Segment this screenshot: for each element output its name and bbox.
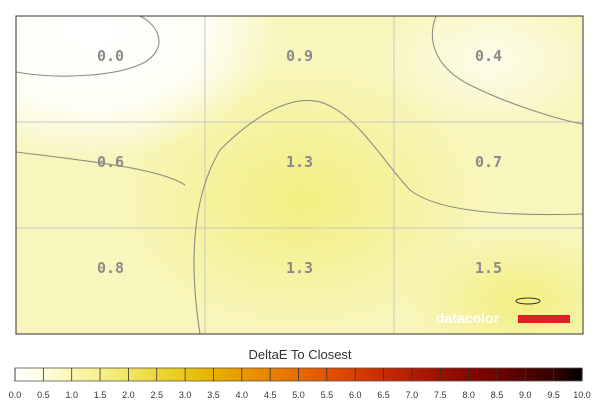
contour-line-top-left (16, 16, 160, 77)
cell-value-r1-c0: 0.6 (97, 153, 124, 171)
cell-value-r2-c0: 0.8 (97, 259, 124, 277)
colorbar-segment-9 (270, 368, 300, 381)
colorbar-tick-label-19: 9.5 (547, 390, 560, 400)
contour-line-top-right (431, 16, 583, 125)
colorbar-segment-19 (553, 368, 583, 381)
cell-value-r2-c1: 1.3 (286, 259, 313, 277)
colorbar-segment-0 (15, 368, 44, 381)
colorbar-tick-label-12: 6.0 (349, 390, 362, 400)
colorbar-tick-label-6: 3.0 (179, 390, 192, 400)
colorbar-segment-1 (43, 368, 73, 381)
colorbar-tick-label-10: 5.0 (292, 390, 305, 400)
contour-line-left-band (16, 151, 186, 186)
colorbar-segment-15 (440, 368, 470, 381)
colorbar-title: DeltaE To Closest (248, 347, 351, 362)
colorbar-segment-3 (100, 368, 129, 381)
colorbar-segment-4 (128, 368, 158, 381)
colorbar (14, 367, 583, 382)
colorbar-tick-label-3: 1.5 (94, 390, 107, 400)
colorbar-segment-11 (326, 368, 356, 381)
colorbar-tick-label-0: 0.0 (9, 390, 22, 400)
colorbar-segment-6 (185, 368, 215, 381)
contour-lines (16, 16, 583, 334)
colorbar-tick-label-9: 4.5 (264, 390, 277, 400)
plot-border (15, 15, 584, 335)
heatmap-white-zone (16, 16, 280, 160)
colorbar-tick-label-20: 10.0 (573, 390, 591, 400)
colorbar-segment-18 (525, 368, 555, 381)
datacolor-logo: datacolor (436, 297, 570, 326)
colorbar-segment-2 (71, 368, 101, 381)
logo-swoosh-icon (515, 297, 541, 305)
colorbar-tick-label-13: 6.5 (377, 390, 390, 400)
colorbar-segment-13 (383, 368, 413, 381)
colorbar-tick-label-7: 3.5 (207, 390, 220, 400)
heatmap-pale-zone (380, 16, 583, 130)
colorbar-tick-label-16: 8.0 (462, 390, 475, 400)
colorbar-segment-10 (298, 368, 328, 381)
colorbar-tick-label-2: 1.0 (65, 390, 78, 400)
grid-lines (16, 16, 583, 334)
cell-value-r1-c2: 0.7 (475, 153, 502, 171)
colorbar-segment-5 (156, 368, 186, 381)
colorbar-tick-label-5: 2.5 (150, 390, 163, 400)
colorbar-tick-label-8: 4.0 (236, 390, 249, 400)
logo-red-bar (518, 315, 570, 323)
logo-text: datacolor (436, 310, 500, 326)
colorbar-segment-8 (241, 368, 271, 381)
colorbar-tick-label-18: 9.0 (519, 390, 532, 400)
colorbar-segment-7 (213, 368, 243, 381)
cell-value-r2-c2: 1.5 (475, 259, 502, 277)
cell-value-r0-c2: 0.4 (475, 47, 502, 65)
cell-value-r0-c1: 0.9 (286, 47, 313, 65)
colorbar-tick-label-17: 8.5 (491, 390, 504, 400)
cell-values: 0.0 0.9 0.4 0.6 1.3 0.7 0.8 1.3 1.5 (97, 47, 502, 277)
cell-value-r1-c1: 1.3 (286, 153, 313, 171)
colorbar-segment-17 (496, 368, 526, 381)
colorbar-tick-label-1: 0.5 (37, 390, 50, 400)
colorbar-tick-label-11: 5.5 (321, 390, 334, 400)
colorbar-segment-12 (355, 368, 385, 381)
cell-value-r0-c0: 0.0 (97, 47, 124, 65)
contour-line-central-dome (193, 99, 583, 334)
colorbar-tick-label-4: 2.0 (122, 390, 135, 400)
colorbar-segment-16 (468, 368, 498, 381)
colorbar-tick-label-14: 7.0 (406, 390, 419, 400)
colorbar-segment-14 (411, 368, 441, 381)
colorbar-tick-label-15: 7.5 (434, 390, 447, 400)
heatmap-warm-zone-right (400, 230, 583, 334)
colorbar-ticks: 0.0 0.5 1.0 1.5 2.0 2.5 3.0 3.5 4.0 4.5 5.0 5.5 6.0 6… (9, 368, 591, 400)
